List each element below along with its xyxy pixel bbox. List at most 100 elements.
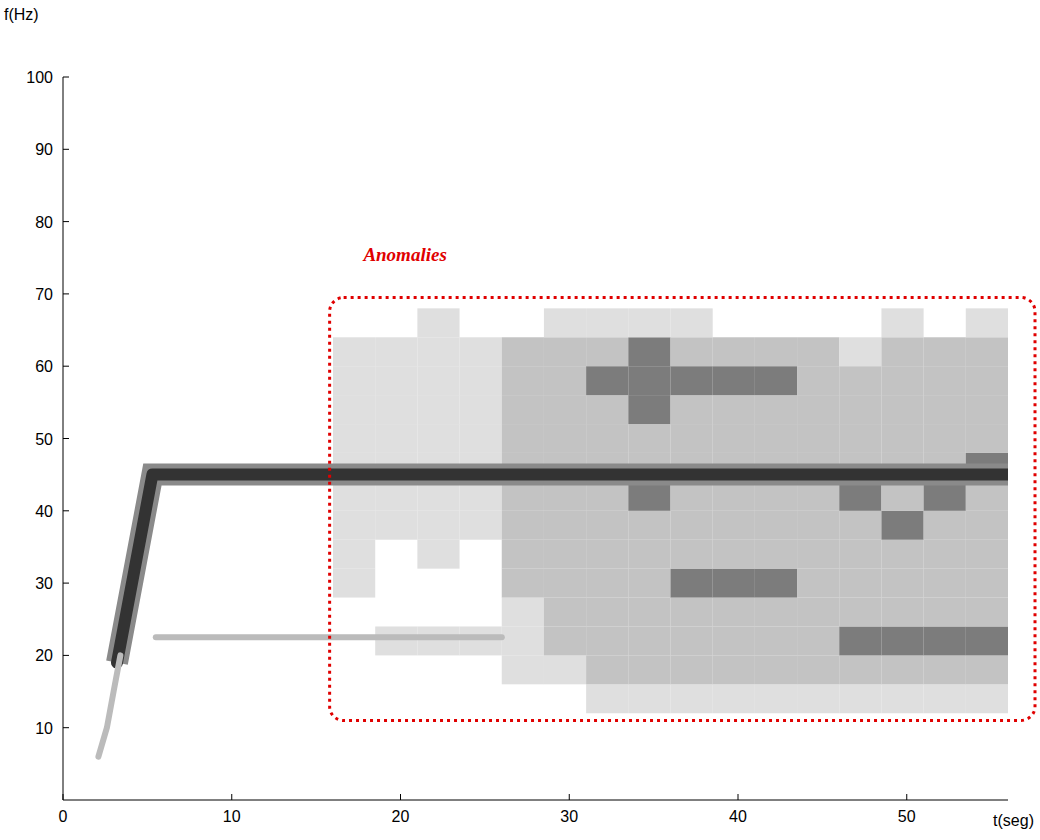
cell: [839, 655, 881, 684]
cell: [333, 482, 375, 511]
cell: [881, 626, 923, 655]
cell: [924, 655, 966, 684]
cell: [881, 598, 923, 627]
cell: [924, 482, 966, 511]
cell: [671, 626, 713, 655]
cell: [544, 569, 586, 598]
cell: [502, 482, 544, 511]
cell: [671, 337, 713, 366]
cell: [460, 540, 502, 569]
cell: [713, 308, 755, 337]
cell: [586, 626, 628, 655]
cell: [671, 598, 713, 627]
cell: [375, 366, 417, 395]
cell: [460, 569, 502, 598]
ridge-line: [98, 655, 120, 756]
y-tick: [63, 510, 69, 511]
cell: [713, 569, 755, 598]
cell: [502, 684, 544, 713]
cell: [755, 308, 797, 337]
cell: [881, 395, 923, 424]
cell: [713, 540, 755, 569]
x-tick: [906, 794, 907, 800]
x-tick: [569, 794, 570, 800]
cell: [628, 684, 670, 713]
cell: [375, 626, 417, 655]
cell: [586, 395, 628, 424]
cell: [713, 366, 755, 395]
cell: [375, 482, 417, 511]
cell: [628, 395, 670, 424]
x-tick-label: 50: [898, 808, 916, 825]
cell: [460, 684, 502, 713]
cell: [375, 308, 417, 337]
cell: [881, 511, 923, 540]
cell: [797, 511, 839, 540]
cell: [755, 626, 797, 655]
cell: [797, 366, 839, 395]
y-tick: [63, 655, 69, 656]
cell: [628, 424, 670, 453]
cell: [839, 337, 881, 366]
cell: [797, 569, 839, 598]
cell: [417, 511, 459, 540]
cell: [797, 598, 839, 627]
cell: [966, 337, 1008, 366]
cell: [586, 337, 628, 366]
cell: [375, 684, 417, 713]
cell: [586, 308, 628, 337]
cell: [586, 598, 628, 627]
cell: [417, 626, 459, 655]
cell: [713, 626, 755, 655]
cell: [797, 308, 839, 337]
cell: [839, 511, 881, 540]
cell: [628, 655, 670, 684]
cell: [502, 626, 544, 655]
cell: [544, 511, 586, 540]
cell: [544, 424, 586, 453]
cell: [502, 511, 544, 540]
cell: [924, 424, 966, 453]
x-axis-title: t(seg): [993, 812, 1034, 829]
y-tick-label: 60: [35, 358, 53, 375]
cell: [881, 308, 923, 337]
cell: [966, 511, 1008, 540]
cell: [460, 395, 502, 424]
y-axis-title: f(Hz): [4, 6, 39, 23]
cell: [586, 366, 628, 395]
cell: [586, 540, 628, 569]
cell: [713, 684, 755, 713]
cell: [924, 598, 966, 627]
cell: [375, 395, 417, 424]
cell: [333, 366, 375, 395]
cell: [460, 482, 502, 511]
cell: [924, 540, 966, 569]
cell: [460, 511, 502, 540]
y-tick-label: 10: [35, 720, 53, 737]
cell: [375, 511, 417, 540]
ridge-halo: [117, 475, 1008, 663]
cell: [924, 626, 966, 655]
cell: [333, 308, 375, 337]
cell: [544, 655, 586, 684]
y-tick: [63, 583, 69, 584]
y-tick-label: 70: [35, 286, 53, 303]
cell: [586, 511, 628, 540]
cell: [966, 395, 1008, 424]
x-tick: [738, 794, 739, 800]
cell: [333, 684, 375, 713]
cell: [417, 482, 459, 511]
ridge-line: [117, 475, 1008, 663]
cell: [375, 540, 417, 569]
x-tick-label: 20: [392, 808, 410, 825]
cell: [924, 684, 966, 713]
cell: [502, 598, 544, 627]
cell: [755, 569, 797, 598]
cell: [966, 598, 1008, 627]
cell: [713, 482, 755, 511]
cell: [628, 540, 670, 569]
cell: [881, 684, 923, 713]
cell: [333, 395, 375, 424]
cell: [460, 598, 502, 627]
cell: [375, 569, 417, 598]
